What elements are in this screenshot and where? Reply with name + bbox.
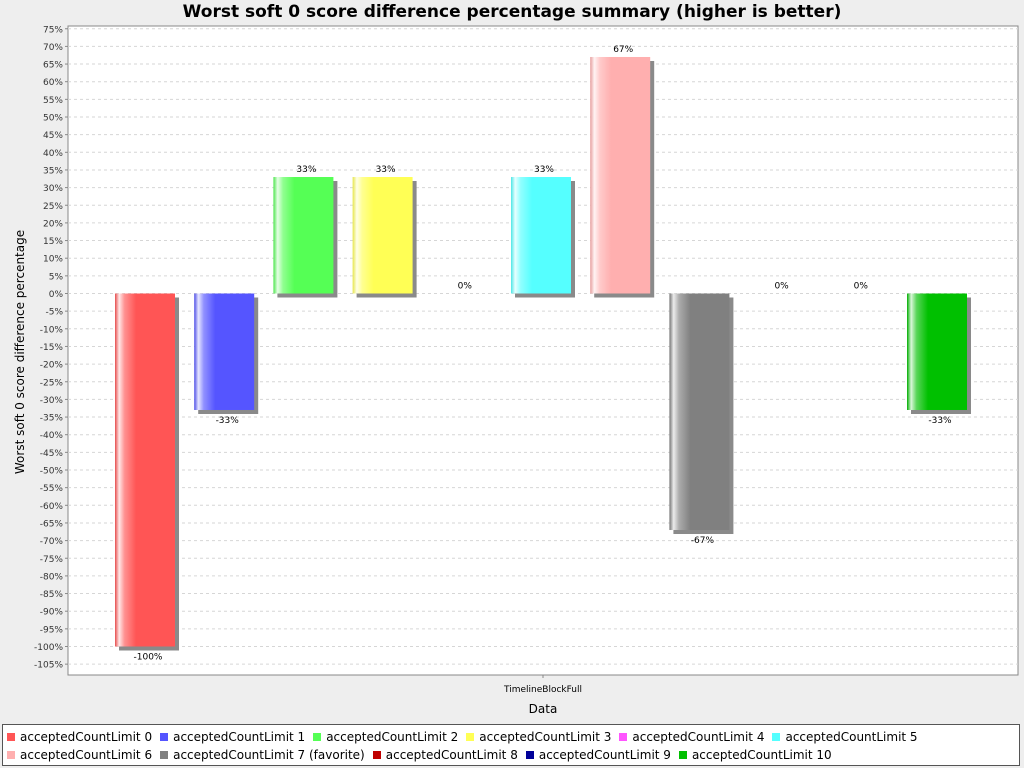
legend-item: acceptedCountLimit 7 (favorite) [160, 746, 365, 764]
legend-item: acceptedCountLimit 1 [160, 728, 305, 746]
y-tick-label: 65% [43, 61, 63, 71]
legend-label: acceptedCountLimit 5 [785, 730, 918, 744]
data-label: 0% [774, 282, 789, 292]
bar [511, 177, 571, 294]
y-axis-label: Worst soft 0 score difference percentage [13, 230, 27, 474]
y-tick-label: -100% [34, 643, 63, 653]
y-tick-label: -85% [40, 590, 64, 600]
data-label: 33% [376, 165, 396, 175]
bar [273, 177, 334, 294]
legend-label: acceptedCountLimit 2 [326, 730, 459, 744]
legend-item: acceptedCountLimit 10 [678, 746, 832, 764]
data-label: -67% [691, 536, 715, 546]
legend-label: acceptedCountLimit 3 [479, 730, 612, 744]
y-tick-label: 60% [43, 78, 63, 88]
y-tick-label: -25% [40, 378, 64, 388]
y-tick-label: 40% [43, 149, 63, 159]
legend-swatch [525, 751, 534, 759]
bar [352, 177, 413, 294]
y-tick-label: 30% [43, 184, 63, 194]
y-tick-label: -35% [40, 414, 64, 424]
legend-swatch [160, 733, 169, 741]
legend-swatch [772, 733, 781, 741]
legend-label: acceptedCountLimit 7 (favorite) [173, 748, 365, 762]
legend-item: acceptedCountLimit 2 [313, 728, 458, 746]
y-tick-label: -15% [40, 343, 64, 353]
legend-item: acceptedCountLimit 0 [7, 728, 152, 746]
y-tick-label: -70% [40, 537, 64, 547]
y-tick-label: 75% [43, 25, 63, 35]
legend-swatch [313, 733, 322, 741]
chart-title: Worst soft 0 score difference percentage… [182, 2, 842, 22]
legend-swatch [619, 733, 628, 741]
y-tick-label: 50% [43, 114, 63, 124]
legend-swatch [160, 751, 169, 759]
y-tick-label: 10% [43, 255, 63, 265]
legend-label: acceptedCountLimit 1 [173, 730, 306, 744]
legend-label: acceptedCountLimit 10 [691, 748, 832, 762]
legend-swatch [466, 733, 475, 741]
y-tick-label: -105% [34, 661, 63, 671]
legend-swatch [372, 751, 381, 759]
y-tick-label: -5% [45, 308, 63, 318]
y-tick-label: -95% [40, 625, 64, 635]
legend-swatch [7, 733, 15, 741]
y-tick-label: -40% [40, 431, 64, 441]
legend-item: acceptedCountLimit 5 [772, 728, 918, 746]
y-tick-label: 0% [49, 290, 64, 300]
legend-item: acceptedCountLimit 8 [372, 746, 518, 764]
legend-swatch [678, 751, 687, 759]
x-axis-label: Data [529, 702, 558, 716]
y-tick-label: -50% [40, 467, 64, 477]
y-tick-label: -45% [40, 449, 64, 459]
legend-label: acceptedCountLimit 4 [632, 730, 765, 744]
y-tick-label: -10% [40, 325, 64, 335]
legend-label: acceptedCountLimit 8 [385, 748, 518, 762]
y-tick-label: -75% [40, 555, 64, 565]
y-tick-label: 70% [43, 43, 63, 53]
data-label: -33% [928, 416, 952, 426]
category-label: TimelineBlockFull [503, 685, 582, 695]
y-tick-label: -80% [40, 572, 64, 582]
data-label: 33% [296, 165, 316, 175]
legend-item: acceptedCountLimit 4 [619, 728, 764, 746]
data-label: 67% [613, 45, 633, 55]
legend-swatch [7, 751, 15, 759]
legend-item: acceptedCountLimit 6 [7, 746, 152, 764]
bar [907, 293, 967, 410]
y-tick-label: -65% [40, 519, 64, 529]
legend-label: acceptedCountLimit 9 [538, 748, 671, 762]
bar [194, 293, 255, 410]
data-label: 33% [534, 165, 554, 175]
bar [115, 293, 175, 647]
bar [590, 56, 651, 294]
y-tick-label: -90% [40, 608, 64, 618]
y-tick-label: -55% [40, 484, 64, 494]
legend-item: acceptedCountLimit 3 [466, 728, 611, 746]
data-label: 0% [458, 282, 473, 292]
y-tick-label: -60% [40, 502, 64, 512]
y-tick-label: 35% [43, 166, 63, 176]
y-tick-label: 25% [43, 202, 63, 212]
y-tick-label: 45% [43, 131, 63, 141]
data-label: 0% [854, 282, 869, 292]
y-tick-label: 55% [43, 96, 63, 106]
y-tick-label: 5% [49, 272, 64, 282]
bar [669, 293, 730, 531]
legend: acceptedCountLimit 0 acceptedCountLimit 1… [2, 724, 1020, 766]
legend-label: acceptedCountLimit 0 [20, 730, 153, 744]
legend-item: acceptedCountLimit 9 [525, 746, 671, 764]
legend-label: acceptedCountLimit 6 [20, 748, 153, 762]
data-label: -100% [134, 653, 163, 663]
y-tick-label: 20% [43, 219, 63, 229]
y-tick-label: -30% [40, 396, 64, 406]
chart-canvas: 75% 70% 65% 60% 55% 50% 45% 40% 35% 30% 25% 20% 15% 1… [13, 25, 1019, 716]
y-tick-label: 15% [43, 237, 63, 247]
data-label: -33% [216, 416, 240, 426]
y-tick-label: -20% [40, 361, 64, 371]
